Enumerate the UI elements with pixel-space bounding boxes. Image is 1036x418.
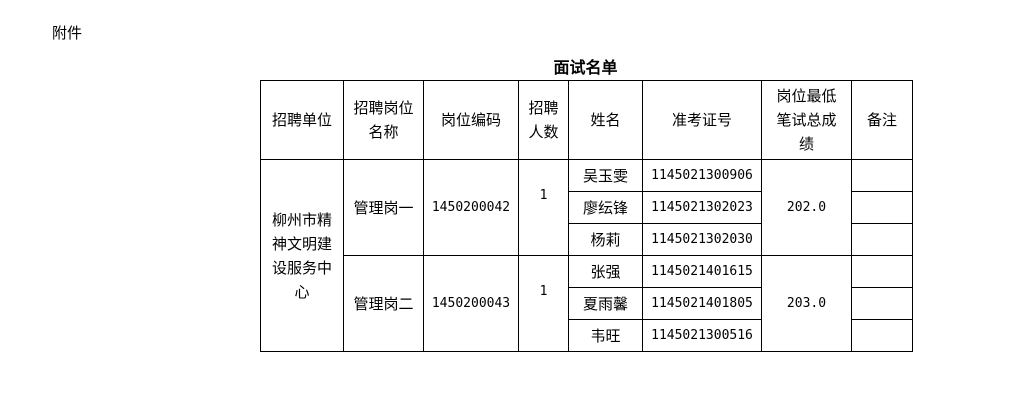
candidate-name: 杨莉 [568, 223, 643, 256]
min-score-cell: 202.0 [761, 159, 852, 256]
ticket-number: 1145021302030 [642, 223, 762, 256]
candidate-name: 夏雨馨 [568, 287, 643, 320]
ticket-number: 1145021401805 [642, 287, 762, 320]
header-name: 姓名 [568, 80, 643, 160]
position-code-cell: 1450200043 [423, 255, 519, 352]
header-hire-count: 招聘人数 [518, 80, 569, 160]
position-name-cell: 管理岗一 [343, 159, 424, 256]
interview-list-table: 招聘单位 招聘岗位名称 岗位编码 招聘人数 姓名 准考证号 岗位最低笔试总成绩 … [260, 80, 913, 352]
ticket-number: 1145021300906 [642, 159, 762, 192]
header-unit: 招聘单位 [260, 80, 344, 160]
header-position-name: 招聘岗位名称 [343, 80, 424, 160]
header-note: 备注 [851, 80, 913, 160]
note-cell [851, 191, 913, 224]
note-cell [851, 287, 913, 320]
note-cell [851, 159, 913, 192]
table-row: 柳州市精神文明建设服务中心 管理岗一 1450200042 1 吴玉雯 1145… [260, 159, 913, 352]
header-row: 招聘单位 招聘岗位名称 岗位编码 招聘人数 姓名 准考证号 岗位最低笔试总成绩 … [260, 80, 913, 160]
ticket-number: 1145021302023 [642, 191, 762, 224]
position-code-cell: 1450200042 [423, 159, 519, 256]
min-score-cell: 203.0 [761, 255, 852, 352]
candidate-name: 韦旺 [568, 319, 643, 352]
table-row: 杨莉 1145021302030 [261, 223, 913, 256]
note-cell [851, 223, 913, 256]
note-cell [851, 319, 913, 352]
hire-count-cell: 1 [518, 159, 569, 256]
table-row: 夏雨馨 1145021401805 [261, 287, 913, 320]
header-min-score: 岗位最低笔试总成绩 [761, 80, 852, 160]
candidate-name: 廖纭锋 [568, 191, 643, 224]
ticket-number: 1145021401615 [642, 255, 762, 288]
candidate-name: 吴玉雯 [568, 159, 643, 192]
header-ticket: 准考证号 [642, 80, 762, 160]
table-row: 韦旺 1145021300516 [261, 319, 913, 352]
note-cell [851, 255, 913, 288]
document-title: 面试名单 [553, 58, 618, 77]
position-name-cell: 管理岗二 [343, 255, 424, 352]
table-row: 管理岗二 1450200043 1 张强 1145021401615 203.0 [261, 255, 913, 352]
attachment-label: 附件 [52, 24, 83, 42]
hire-count-cell: 1 [518, 255, 569, 352]
ticket-number: 1145021300516 [642, 319, 762, 352]
header-position-code: 岗位编码 [423, 80, 519, 160]
unit-cell: 柳州市精神文明建设服务中心 [260, 159, 344, 352]
table-row: 廖纭锋 1145021302023 [261, 191, 913, 224]
candidate-name: 张强 [568, 255, 643, 288]
